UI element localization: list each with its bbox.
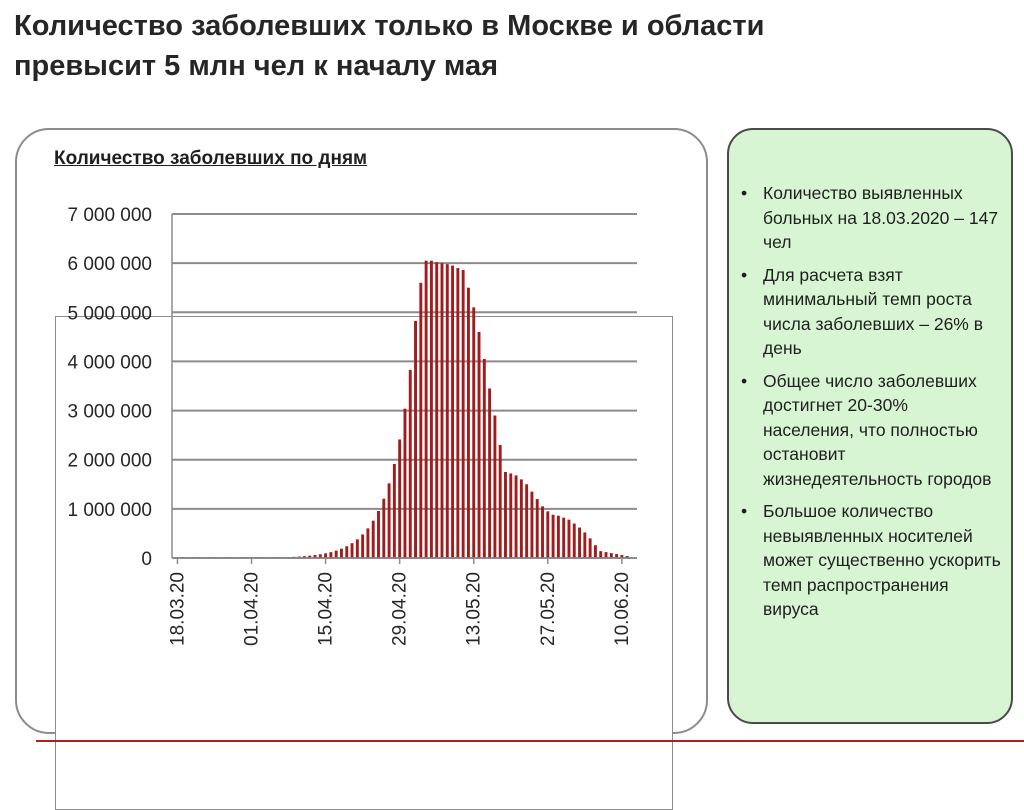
x-tick-label: 01.04.20 (242, 572, 263, 646)
note-text: Большое количество невыявленных носителе… (763, 501, 1001, 619)
bar (392, 463, 396, 558)
y-tick-label: 2 000 000 (67, 451, 152, 472)
y-tick-label: 1 000 000 (67, 500, 152, 521)
bar (340, 548, 343, 558)
x-tick-label: 10.06.20 (612, 572, 633, 646)
bar (567, 519, 571, 558)
bar (382, 498, 386, 558)
bar (435, 262, 439, 558)
bar (419, 282, 423, 558)
slide-title: Количество заболевших только в Москве и … (14, 6, 1014, 86)
bar (546, 511, 550, 558)
plot-area (55, 316, 673, 810)
slide-title-line-1: Количество заболевших только в Москве и … (14, 10, 765, 42)
bar (578, 527, 582, 558)
bar (361, 534, 365, 558)
bar (519, 479, 523, 558)
x-tick-label: 27.05.20 (538, 572, 559, 646)
bar (466, 287, 470, 558)
bar (329, 552, 333, 558)
bar (308, 555, 312, 558)
bar-chart: 0 1 000 000 2 000 000 3 000 000 4 000 000 5 0… (67, 205, 637, 646)
bar (377, 510, 380, 558)
bar (609, 553, 613, 558)
note-text: Для расчета взят минимальный темп роста … (763, 264, 984, 359)
bar (514, 475, 518, 558)
x-tick-label: 13.05.20 (464, 572, 485, 646)
note-item: • Количество выявленных больных на 18.03.… (739, 181, 1001, 255)
bar (313, 555, 317, 558)
chart-heading: Количество заболевших по дням (54, 148, 368, 169)
bar (535, 499, 539, 558)
bar (556, 515, 560, 558)
x-tick-label: 29.04.20 (390, 572, 411, 646)
bar (498, 444, 502, 558)
bar (620, 555, 624, 558)
bar (366, 528, 370, 558)
bar (456, 268, 460, 558)
bar (302, 556, 306, 558)
bar (355, 539, 359, 558)
note-text: Количество выявленных больных на 18.03.2… (763, 183, 999, 252)
bar (588, 538, 592, 558)
y-tick-label: 4 000 000 (67, 352, 152, 373)
bar (482, 358, 486, 558)
bullet-icon: • (741, 370, 748, 391)
bar (472, 307, 476, 558)
bar (429, 260, 433, 558)
y-tick-label: 3 000 000 (67, 402, 152, 423)
bar (371, 520, 375, 558)
bar (562, 517, 566, 558)
y-tick-label: 6 000 000 (67, 254, 152, 275)
bullet-icon: • (741, 264, 748, 285)
bar (488, 388, 492, 558)
bar (477, 331, 481, 558)
bar (440, 263, 444, 558)
bar (424, 260, 428, 558)
bar (583, 532, 587, 558)
bar (551, 514, 555, 558)
bar (445, 264, 449, 558)
chart-panel: 0 1 000 000 2 000 000 3 000 000 4 000 000 5 0… (15, 128, 708, 810)
y-tick-label: 0 (141, 549, 152, 570)
bar (493, 415, 497, 558)
note-item: • Общее число заболевших достигнет 20-30%… (739, 369, 1001, 492)
bar (572, 523, 576, 558)
info-panel: • Количество выявленных больных на 18.03.… (727, 128, 1013, 724)
note-item: • Для расчета взят минимальный темп роста… (739, 263, 1001, 361)
bar (504, 472, 507, 558)
bar (461, 270, 465, 558)
x-tick-label: 18.03.20 (167, 572, 188, 646)
bullet-icon: • (741, 501, 748, 521)
bar (451, 265, 455, 558)
bar (525, 484, 529, 558)
bar (403, 408, 407, 558)
bar (414, 320, 417, 558)
bar (615, 554, 619, 558)
bullet-icon: • (741, 183, 748, 203)
bar (509, 473, 513, 558)
bar (408, 369, 412, 558)
y-tick-label: 7 000 000 (67, 205, 152, 226)
bar (345, 546, 349, 558)
bar (398, 439, 402, 558)
y-tick-label: 5 000 000 (67, 303, 152, 324)
notes-list: • Количество выявленных больных на 18.03.… (739, 181, 1001, 630)
note-text: Общее число заболевших достигнет 20-30% … (763, 370, 992, 489)
x-tick-label: 15.04.20 (316, 572, 337, 646)
note-item: • Большое количество невыявленных носител… (739, 499, 1001, 622)
bar (599, 551, 603, 558)
bar (604, 552, 608, 558)
bar (334, 550, 338, 558)
bar (350, 543, 354, 558)
bar (324, 553, 328, 558)
bar (541, 506, 544, 558)
bar (530, 491, 534, 558)
bar (318, 554, 322, 558)
slide-title-line-2: превысит 5 млн чел к началу мая (14, 50, 499, 82)
bar (387, 483, 391, 558)
bar (593, 545, 597, 558)
bar (625, 556, 629, 558)
bottom-accent-line (36, 740, 1024, 742)
